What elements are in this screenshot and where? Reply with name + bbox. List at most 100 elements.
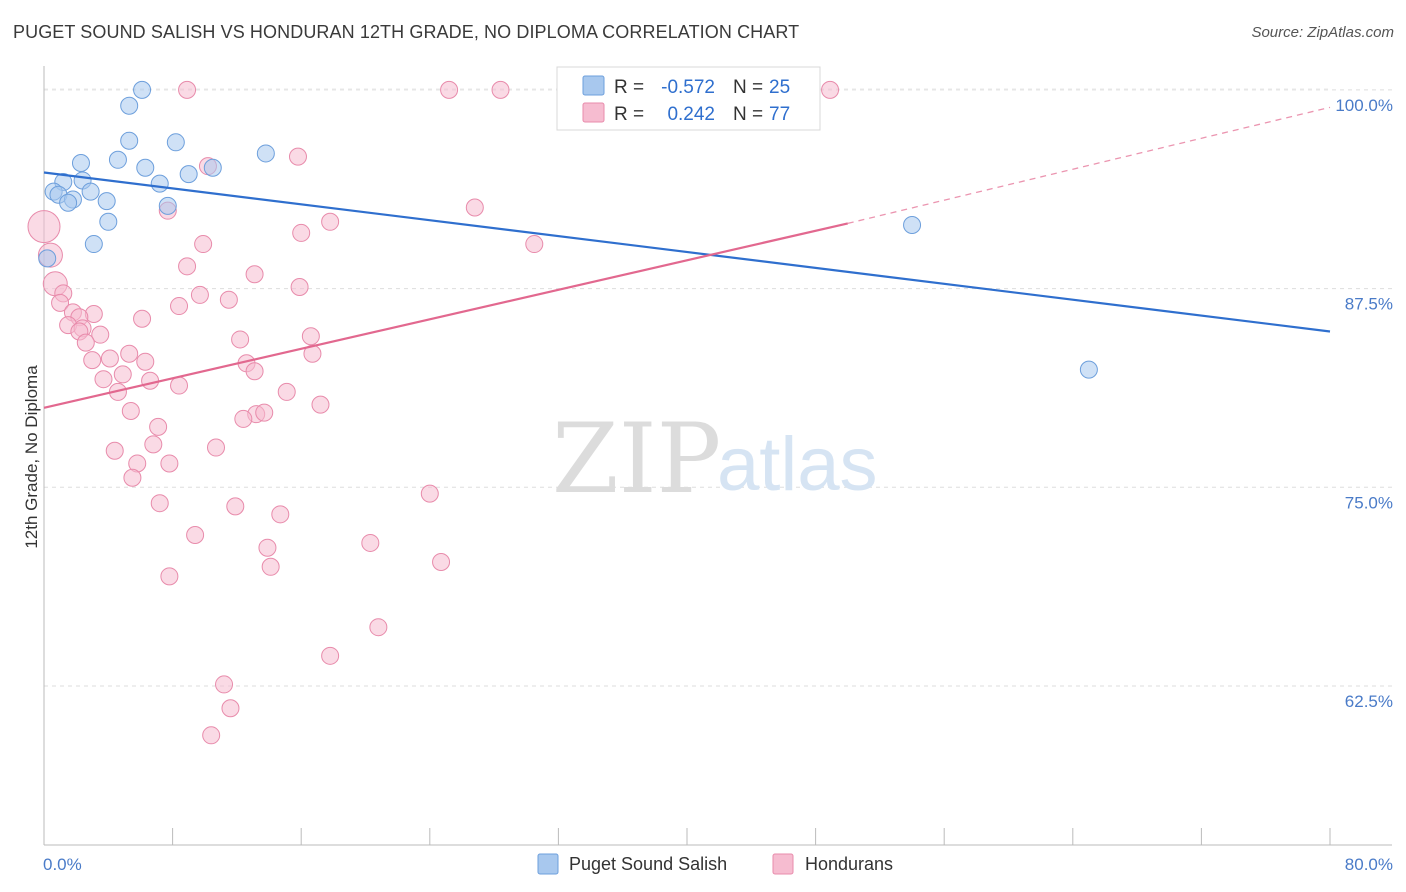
point-salish-7 xyxy=(136,158,155,177)
point-hondurans-43 xyxy=(94,370,113,389)
y-tick-label-0: 100.0% xyxy=(1335,96,1393,115)
legend-n-value-2: 77 xyxy=(769,104,790,125)
point-hondurans-57 xyxy=(160,454,179,473)
point-hondurans-37 xyxy=(100,349,119,368)
axes xyxy=(43,66,1392,846)
series-legend-swatch-hondurans xyxy=(772,853,794,875)
point-hondurans-61 xyxy=(150,494,169,513)
y-tick-labels: 100.0% 87.5% 75.0% 62.5% xyxy=(1335,96,1393,711)
point-hondurans-59 xyxy=(123,468,142,487)
legend-n-value-1: 25 xyxy=(769,77,790,98)
watermark: ZIP atlas xyxy=(552,403,878,515)
point-hondurans-52 xyxy=(234,409,253,428)
point-hondurans-13 xyxy=(27,210,61,244)
legend-swatch-hondurans xyxy=(582,102,605,123)
stats-legend: R = -0.572 N = 25 R = 0.242 N = 77 xyxy=(556,66,821,131)
point-hondurans-45 xyxy=(170,376,189,395)
point-salish-22 xyxy=(38,249,57,268)
point-hondurans-64 xyxy=(186,525,205,544)
point-hondurans-72 xyxy=(215,675,234,694)
point-hondurans-66 xyxy=(258,538,277,557)
legend-r-value-2: 0.242 xyxy=(667,104,715,125)
source-label: Source: ZipAtlas.com xyxy=(1251,24,1394,41)
point-hondurans-10 xyxy=(292,223,311,242)
point-salish-5 xyxy=(108,150,127,169)
series-legend-label-salish: Puget Sound Salish xyxy=(569,854,727,874)
point-salish-20 xyxy=(99,212,118,231)
legend-r-value-1: -0.572 xyxy=(661,77,715,98)
watermark-atlas: atlas xyxy=(717,422,878,507)
point-hondurans-34 xyxy=(76,333,95,352)
point-salish-4 xyxy=(256,144,275,163)
x-tick-labels: 0.0% 80.0% xyxy=(43,855,1393,874)
point-hondurans-4 xyxy=(821,80,840,99)
y-axis-label: 12th Grade, No Diploma xyxy=(22,365,41,549)
point-salish-23 xyxy=(903,215,922,234)
y-tick-label-2: 75.0% xyxy=(1345,493,1393,512)
point-hondurans-65 xyxy=(361,533,380,552)
point-hondurans-39 xyxy=(136,352,155,371)
point-hondurans-55 xyxy=(207,438,226,457)
point-salish-3 xyxy=(166,133,185,152)
point-hondurans-12 xyxy=(525,235,544,254)
point-hondurans-33 xyxy=(301,327,320,346)
point-hondurans-21 xyxy=(190,285,209,304)
point-hondurans-32 xyxy=(231,330,250,349)
point-hondurans-20 xyxy=(219,290,238,309)
point-hondurans-60 xyxy=(420,484,439,503)
point-hondurans-67 xyxy=(261,557,280,576)
point-hondurans-41 xyxy=(245,362,264,381)
point-hondurans-27 xyxy=(133,309,152,328)
legend-r-label-2: R = xyxy=(614,104,644,125)
point-hondurans-1 xyxy=(440,80,459,99)
point-hondurans-51 xyxy=(255,403,274,422)
watermark-zip: ZIP xyxy=(552,403,721,515)
gridlines xyxy=(44,88,1393,687)
point-hondurans-9 xyxy=(321,212,340,231)
data-points xyxy=(27,80,1098,745)
point-hondurans-74 xyxy=(202,726,221,745)
point-hondurans-15 xyxy=(178,257,197,276)
series-legend-label-hondurans: Hondurans xyxy=(805,854,893,874)
point-hondurans-68 xyxy=(432,553,451,572)
trend-line-hondurans-extension xyxy=(847,106,1331,225)
point-hondurans-49 xyxy=(121,401,140,420)
point-hondurans-5 xyxy=(288,147,307,166)
point-salish-6 xyxy=(71,153,90,172)
point-salish-8 xyxy=(203,158,222,177)
point-salish-21 xyxy=(84,235,103,254)
point-salish-9 xyxy=(179,165,198,184)
point-salish-14 xyxy=(81,182,100,201)
point-hondurans-35 xyxy=(120,344,139,363)
point-hondurans-70 xyxy=(369,618,388,637)
point-hondurans-62 xyxy=(226,497,245,516)
x-tick-right: 80.0% xyxy=(1345,855,1393,874)
point-hondurans-54 xyxy=(144,435,163,454)
legend-n-label-2: N = xyxy=(733,104,763,125)
series-legend: Puget Sound Salish Hondurans xyxy=(537,853,893,875)
point-hondurans-2 xyxy=(491,80,510,99)
y-tick-label-1: 87.5% xyxy=(1345,295,1393,314)
point-hondurans-56 xyxy=(105,441,124,460)
trend-line-hondurans xyxy=(43,222,848,409)
point-salish-24 xyxy=(1079,360,1098,379)
point-hondurans-48 xyxy=(311,395,330,414)
series-legend-swatch-salish xyxy=(537,853,559,875)
point-hondurans-18 xyxy=(290,277,309,296)
point-salish-12 xyxy=(150,174,169,193)
legend-n-label-1: N = xyxy=(733,77,763,98)
point-hondurans-73 xyxy=(221,699,240,718)
point-hondurans-63 xyxy=(271,505,290,524)
point-hondurans-44 xyxy=(141,371,160,390)
legend-r-label-1: R = xyxy=(614,77,644,98)
point-salish-2 xyxy=(120,131,139,150)
chart-title: PUGET SOUND SALISH VS HONDURAN 12TH GRAD… xyxy=(13,22,800,42)
x-tick-left: 0.0% xyxy=(43,855,82,874)
point-hondurans-23 xyxy=(51,293,70,312)
point-hondurans-22 xyxy=(170,297,189,316)
point-salish-1 xyxy=(120,96,139,115)
point-salish-0 xyxy=(133,80,152,99)
point-salish-19 xyxy=(158,196,177,215)
point-hondurans-53 xyxy=(149,417,168,436)
